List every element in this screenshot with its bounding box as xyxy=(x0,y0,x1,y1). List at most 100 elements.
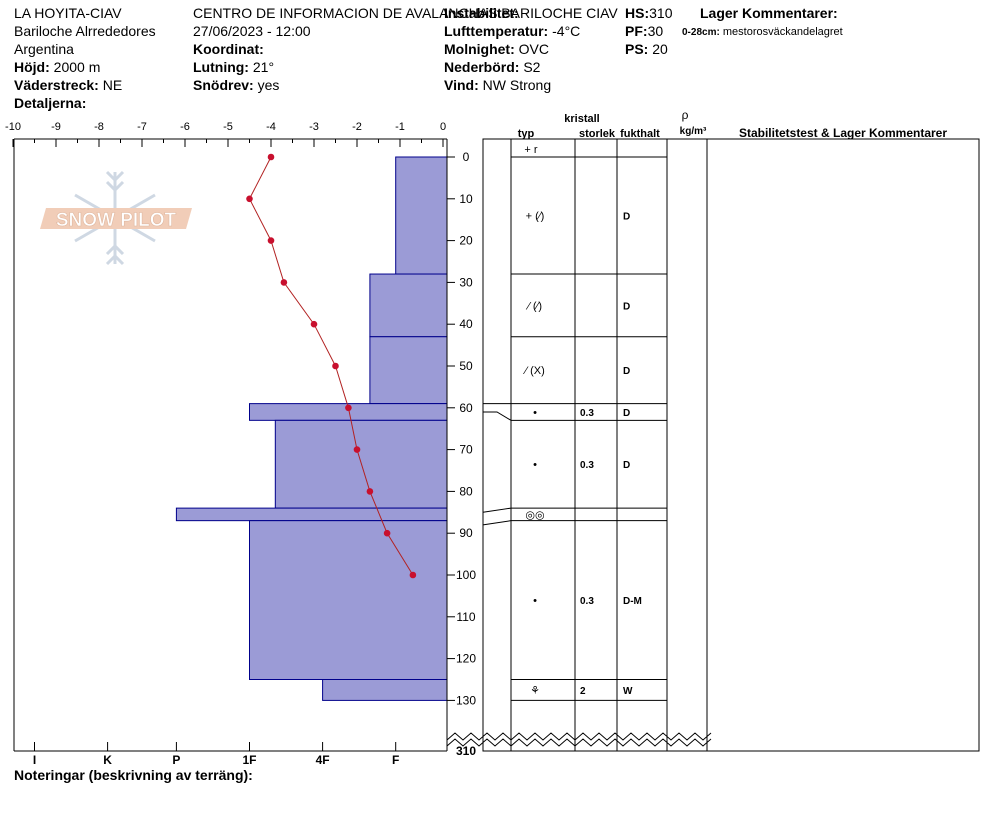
layer-comment-range: 0-28cm: xyxy=(682,27,720,38)
hardness-tick-label: F xyxy=(392,753,399,767)
depth-tick-label: 0 xyxy=(463,150,470,164)
depth-tick-label: 70 xyxy=(459,443,473,457)
boundary-connector xyxy=(483,411,512,421)
notes-label: Noteringar (beskrivning av terräng): xyxy=(14,767,253,783)
temperature-point xyxy=(383,529,391,537)
depth-tick-label: 30 xyxy=(459,275,473,289)
header-storlek: storlek xyxy=(579,128,616,140)
depth-tick-label: 40 xyxy=(459,317,473,331)
hardness-tick-label: P xyxy=(172,753,180,767)
slope-label: Lutning: xyxy=(193,59,249,75)
hardness-tick-label: 1F xyxy=(242,753,256,767)
header-comments: Stabilitetstest & Lager Kommentarer xyxy=(739,126,947,140)
layer-grain-size: 0.3 xyxy=(580,460,594,471)
hardness-profile xyxy=(175,156,448,701)
drift-row: Snödrev: yes xyxy=(193,76,279,94)
temp-tick-label: -3 xyxy=(309,121,319,133)
boundary-connector xyxy=(482,507,512,513)
temperature-point xyxy=(353,446,361,453)
depth-tick-label: 130 xyxy=(456,693,476,707)
precip-row: Nederbörd: S2 xyxy=(444,58,540,76)
header-fukthalt: fukthalt xyxy=(620,128,660,140)
sky-value: OVC xyxy=(518,41,549,57)
temperature-profile xyxy=(246,153,417,579)
slope-row: Lutning: 21° xyxy=(193,58,274,76)
depth-tick-label: 90 xyxy=(459,526,473,540)
layer-moisture: D xyxy=(623,366,630,377)
observation-datetime: 27/06/2023 - 12:00 xyxy=(193,23,311,39)
temperature-point xyxy=(267,237,275,244)
ps-row: PS: 20 xyxy=(625,40,668,58)
site-area: Bariloche Alrrededores xyxy=(14,23,156,39)
hardness-bar xyxy=(369,336,448,405)
air-temp-label: Lufttemperatur: xyxy=(444,23,549,39)
temperature-point xyxy=(267,153,275,161)
temp-tick-label: -4 xyxy=(266,121,276,133)
wind-value: NW Strong xyxy=(482,77,552,93)
snow-pilot-logo: SNOW PILOT xyxy=(40,208,192,231)
layer-comment-text: mestorosväckandelagret xyxy=(722,26,843,38)
depth-tick-label: 80 xyxy=(459,484,473,498)
surface-grain-symbol: + r xyxy=(524,144,537,156)
depth-tick-label: 120 xyxy=(456,652,476,666)
layer-moisture: D xyxy=(623,408,630,419)
temp-tick-label: 0 xyxy=(440,121,446,133)
temp-tick-label: -7 xyxy=(137,121,147,133)
hardness-bar xyxy=(322,679,448,701)
layer-grain-symbol: • xyxy=(533,459,537,471)
depth-break-label: 310 xyxy=(456,744,476,758)
drift-value: yes xyxy=(257,77,280,93)
elevation-label: Höjd: xyxy=(14,59,50,75)
depth-tick-label: 110 xyxy=(456,610,475,624)
aspect-row: Väderstreck: NE xyxy=(14,76,122,94)
hs-row: HS:310 xyxy=(625,4,672,22)
hs-value: 310 xyxy=(649,5,673,21)
hardness-axis: I K P 1F 4F F xyxy=(33,742,399,767)
layer-comments-title: Lager Kommentarer: xyxy=(700,5,838,21)
temp-tick-label: -10 xyxy=(5,121,21,133)
hardness-tick-label: 4F xyxy=(316,753,330,767)
header-kristall: kristall xyxy=(564,113,599,125)
layer-moisture: D xyxy=(623,460,630,471)
temperature-point xyxy=(246,195,253,203)
layer-grain-symbol: • xyxy=(533,595,537,607)
precip-value: S2 xyxy=(523,59,541,75)
hardness-bar xyxy=(175,507,448,522)
temp-tick-label: -1 xyxy=(395,121,405,133)
left-plot-frame xyxy=(13,138,447,752)
logo-text: SNOW PILOT xyxy=(56,210,177,231)
layer-grain-symbol: • xyxy=(533,407,537,419)
depth-tick-label: 20 xyxy=(459,234,473,248)
depth-tick-label: 50 xyxy=(459,359,473,373)
temperature-point xyxy=(280,279,288,286)
hs-label: HS: xyxy=(625,5,650,21)
layer-moisture: D xyxy=(623,212,630,223)
depth-axis: 0 10 20 30 40 50 60 70 80 90 100 110 120 130 310 xyxy=(446,139,712,758)
wind-row: Vind: NW Strong xyxy=(444,76,551,94)
air-temp-row: Lufttemperatur: -4°C xyxy=(444,22,580,40)
temp-tick-label: -9 xyxy=(51,121,61,133)
coordinate-label: Koordinat: xyxy=(193,41,264,57)
layer-moisture: D xyxy=(623,301,630,312)
ps-label: PS: xyxy=(625,41,649,57)
details-label: Detaljerna: xyxy=(14,95,87,111)
sky-label: Molnighet: xyxy=(444,41,515,57)
layer-grain-symbol: ⁄ (X) xyxy=(522,365,545,377)
header-rho: ρ xyxy=(682,108,689,122)
temp-tick-label: -8 xyxy=(94,121,104,133)
depth-tick-label: 100 xyxy=(456,568,476,582)
layer-grain-symbol: ⁄ (⁄) xyxy=(525,300,542,312)
elevation-row: Höjd: 2000 m xyxy=(14,58,100,76)
temperature-point xyxy=(332,362,339,370)
hardness-bar xyxy=(369,273,448,338)
layer-comment-item: 0-28cm: mestorosväckandelagret xyxy=(682,23,843,42)
slope-value: 21° xyxy=(252,59,275,75)
header-density-unit: kg/m³ xyxy=(680,126,707,137)
layer-grain-size: 0.3 xyxy=(580,596,594,607)
boundary-connector xyxy=(482,520,512,526)
layer-table: kristall typ storlek fukthalt ρ kg/m³ St… xyxy=(482,108,980,752)
layer-grain-symbol: + (⁄) xyxy=(526,211,545,223)
hardness-bar xyxy=(249,520,448,680)
site-country: Argentina xyxy=(14,41,74,57)
